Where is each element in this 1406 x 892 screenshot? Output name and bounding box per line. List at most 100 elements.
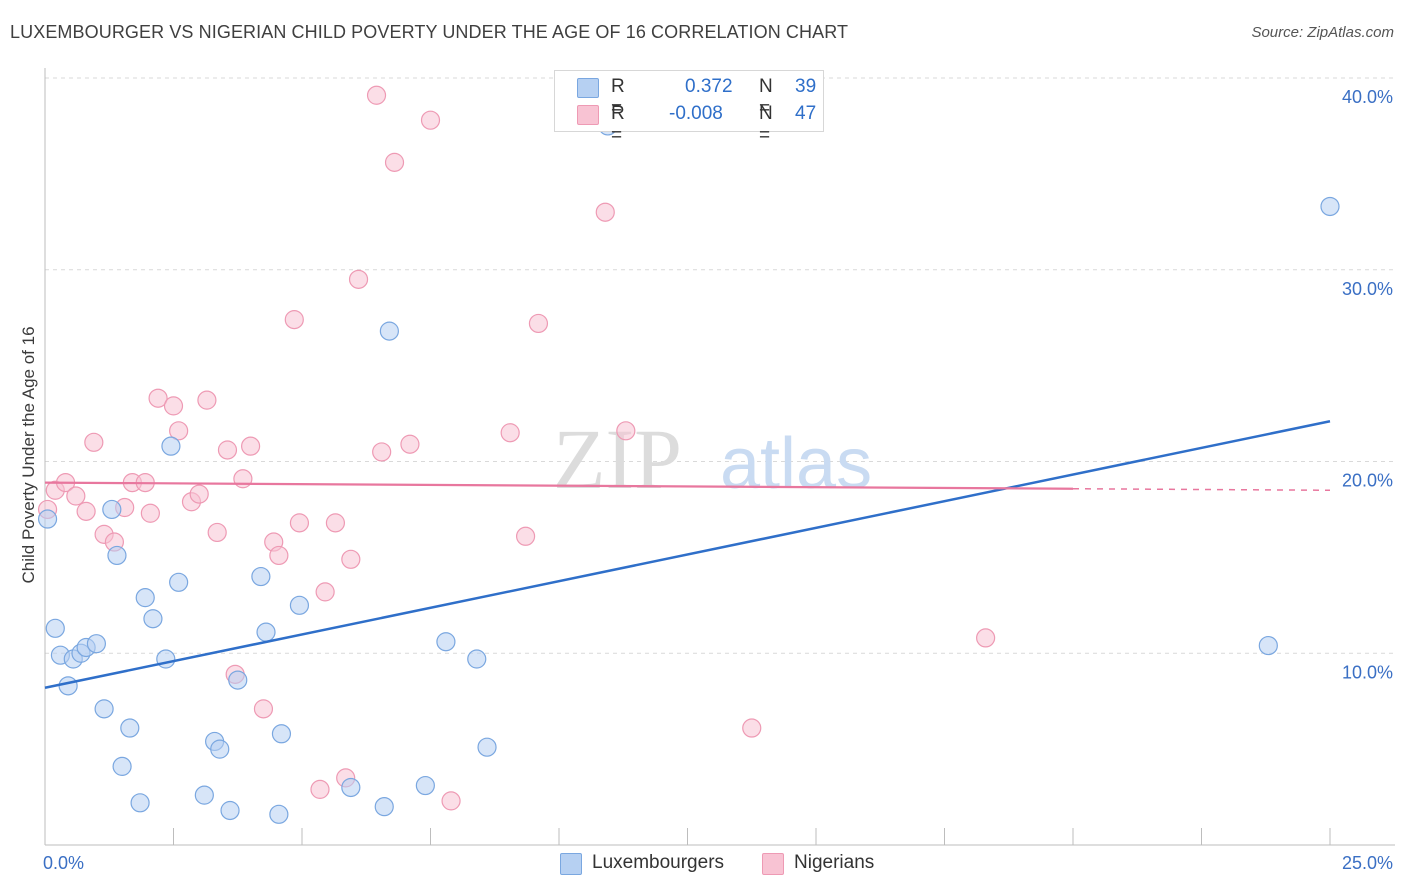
nigerians-point [66, 486, 86, 506]
legend-n-label: N = [759, 103, 773, 146]
nigerians-point [500, 423, 520, 443]
watermark: ZIP atlas [553, 411, 872, 507]
watermark-zip: ZIP [553, 411, 682, 507]
luxembourgers-point [210, 739, 230, 759]
legend-r-label: R = [611, 103, 625, 146]
nigerians-point [742, 718, 762, 738]
luxembourgers-point [1320, 196, 1340, 217]
nigerians-point [515, 526, 536, 546]
luxembourgers-point [436, 632, 456, 652]
nigerians-point [84, 432, 104, 452]
nigerians-point [233, 469, 253, 489]
nigerians-point [441, 791, 461, 811]
nigerians-point [595, 202, 615, 222]
nigerians-point [341, 549, 361, 569]
nigerians-trend-line-extension [1072, 487, 1331, 492]
luxembourgers-point [289, 595, 310, 615]
y-tick-label: 10.0% [1342, 662, 1393, 682]
luxembourgers-trend-line [44, 420, 1331, 689]
nigerians-point [163, 396, 184, 416]
x-tick-label: 25.0% [1342, 853, 1393, 873]
source-credit: Source: ZipAtlas.com [1251, 24, 1394, 41]
nigerians-point [140, 503, 160, 523]
luxembourgers-point [477, 737, 497, 757]
legend-swatch-nigerians [577, 105, 599, 125]
luxembourgers-point [415, 775, 435, 796]
nigerians-point [148, 388, 168, 408]
nigerians-point [197, 390, 217, 410]
legend-n-value: 39 [795, 76, 817, 97]
nigerians-point [269, 545, 289, 566]
nigerians-point [207, 522, 227, 543]
y-tick-label: 30.0% [1342, 279, 1393, 299]
tick-labels: 10.0% 20.0% 30.0% 40.0% 0.0% 25.0% [43, 87, 1393, 873]
luxembourgers-point [58, 676, 78, 696]
luxembourgers-point [220, 800, 240, 821]
luxembourgers-point [228, 670, 248, 690]
luxembourgers-point [120, 718, 140, 738]
nigerians-point [528, 313, 549, 334]
legend-r-label: R = [611, 76, 625, 119]
luxembourgers-point [45, 618, 65, 638]
luxembourgers-point [251, 566, 271, 587]
luxembourgers-point [374, 797, 394, 817]
nigerians-point [284, 310, 304, 330]
luxembourgers-point [467, 649, 487, 669]
axes [44, 68, 1395, 846]
luxembourgers-point [379, 321, 399, 341]
bottom-legend-swatch-luxembourgers [560, 853, 582, 875]
correlation-legend: R = 0.372 N = 39 R = -0.008 N = 47 [554, 70, 824, 146]
nigerians-point [616, 421, 636, 441]
y-tick-label: 20.0% [1342, 471, 1393, 491]
luxembourgers-point [107, 545, 127, 566]
nigerians-point [372, 442, 392, 462]
nigerians-point [325, 513, 346, 533]
luxembourgers-point [102, 499, 122, 520]
luxembourgers-point [37, 509, 58, 529]
nigerians-point [400, 434, 420, 454]
legend-n-label: N = [759, 76, 773, 119]
luxembourgers-point [135, 588, 155, 608]
nigerians-point [217, 440, 238, 460]
trend-lines [44, 420, 1331, 689]
nigerians-point [241, 436, 261, 456]
nigerians-point [348, 269, 369, 289]
nigerians-point [253, 699, 274, 719]
luxembourgers-points [37, 116, 1340, 824]
luxembourgers-point [194, 785, 214, 805]
luxembourgers-point [161, 436, 181, 456]
luxembourgers-point [269, 804, 289, 824]
bottom-legend-label-luxembourgers: Luxembourgers [592, 852, 725, 873]
luxembourgers-point [112, 756, 132, 776]
nigerians-point [976, 628, 996, 648]
bottom-legend-label-nigerians: Nigerians [794, 852, 875, 873]
bottom-legend-swatch-nigerians [762, 853, 784, 875]
nigerians-points [37, 85, 996, 811]
luxembourgers-point [143, 609, 163, 629]
chart-title: LUXEMBOURGER VS NIGERIAN CHILD POVERTY U… [10, 22, 849, 42]
nigerians-point [384, 152, 405, 172]
nigerians-point [366, 85, 387, 105]
watermark-atlas: atlas [720, 424, 872, 504]
luxembourgers-point [86, 634, 107, 654]
nigerians-point [76, 501, 96, 521]
luxembourgers-point [130, 793, 150, 813]
legend-n-value: 47 [795, 103, 817, 124]
nigerians-point [310, 779, 330, 799]
legend-r-value: -0.008 [669, 103, 723, 124]
gridlines [45, 77, 1395, 654]
luxembourgers-point [169, 572, 189, 592]
x-tick-label: 0.0% [43, 853, 84, 873]
y-axis-label: Child Poverty Under the Age of 16 [19, 326, 38, 583]
luxembourgers-point [1258, 635, 1278, 656]
nigerians-point [189, 484, 209, 504]
nigerians-point [420, 110, 441, 130]
nigerians-point [169, 421, 189, 441]
luxembourgers-point [271, 724, 292, 744]
luxembourgers-point [341, 777, 361, 798]
legend-swatch-luxembourgers [577, 78, 599, 98]
luxembourgers-point [156, 649, 176, 669]
y-tick-label: 40.0% [1342, 87, 1393, 107]
luxembourgers-point [256, 622, 276, 642]
